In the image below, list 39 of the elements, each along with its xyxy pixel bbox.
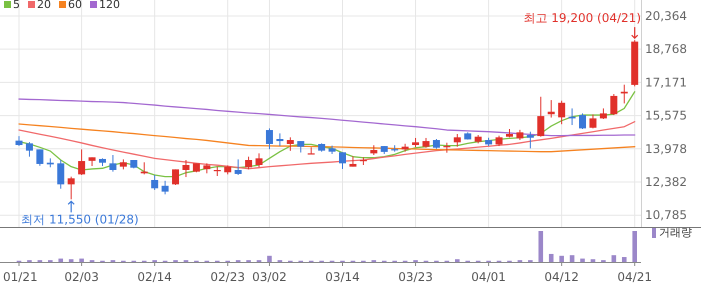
y-tick-label: 17,171	[645, 75, 687, 90]
y-tick-label: 20,364	[645, 8, 687, 23]
x-tick-label: 04/21	[617, 270, 652, 284]
legend-label: 60	[68, 0, 82, 11]
x-tick-label: 04/01	[471, 270, 506, 284]
y-tick-label: 12,382	[645, 175, 687, 190]
bar	[612, 255, 616, 262]
y-tick-label: 15,575	[645, 108, 687, 123]
x-tick-label: 04/12	[544, 270, 579, 284]
x-tick-label: 02/23	[210, 270, 246, 284]
annotation: 최저 11,550 (01/28)	[21, 212, 139, 226]
x-tick-label: 02/14	[137, 270, 172, 284]
bar	[79, 258, 84, 262]
x-tick-label: 03/23	[398, 270, 433, 284]
annotation: 최고 19,200 (04/21)	[523, 11, 641, 26]
bar	[580, 258, 585, 262]
bar	[590, 259, 596, 262]
bar	[68, 259, 74, 262]
line-series	[18, 123, 636, 152]
legend-label: 5	[13, 0, 20, 11]
bar	[632, 231, 637, 262]
bar	[538, 231, 544, 262]
legend-label: 거래량	[659, 226, 692, 239]
y-tick-label: 13,978	[645, 142, 687, 156]
x-tick-label: 02/03	[64, 270, 99, 284]
y-tick-label: 18,768	[645, 42, 687, 56]
bar	[570, 255, 574, 262]
legend-label: 120	[99, 0, 120, 11]
bar	[267, 256, 272, 262]
bar	[622, 257, 627, 262]
bar	[548, 254, 554, 262]
bar	[559, 256, 564, 262]
bar	[58, 258, 64, 262]
legend-label: 20	[37, 0, 51, 11]
bar	[454, 259, 460, 262]
y-tick-label: 10,785	[645, 208, 687, 222]
x-tick-label: 01/21	[3, 270, 38, 284]
x-tick-label: 03/14	[325, 270, 360, 284]
x-tick-label: 03/02	[252, 270, 287, 284]
